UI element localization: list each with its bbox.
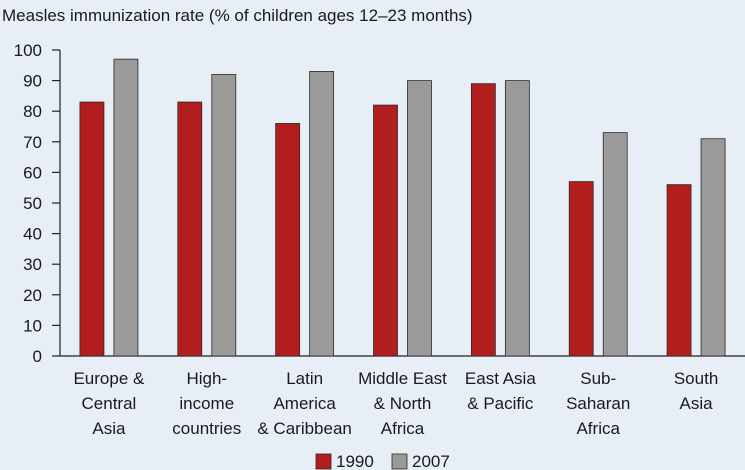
y-tick-label: 40	[23, 225, 42, 244]
legend: 1990 2007	[315, 452, 450, 470]
legend-swatch-2007	[391, 453, 408, 470]
y-tick-label: 30	[23, 255, 42, 274]
y-tick-label: 20	[23, 286, 42, 305]
bar-2007	[211, 74, 237, 357]
y-axis: 0 10 20 30 40 50 60 70 80 90 100	[14, 41, 745, 366]
category-label: Latin	[286, 369, 323, 388]
y-tick-label: 50	[23, 194, 42, 213]
category-label: South	[674, 369, 718, 388]
category-label: & North	[374, 394, 432, 413]
category-label: Africa	[381, 419, 425, 438]
bar-2007	[602, 132, 628, 357]
bar-1990	[568, 181, 594, 357]
bar-1990	[79, 101, 105, 357]
category-label: income	[179, 394, 234, 413]
category-label: countries	[172, 419, 241, 438]
category-label: Sub-	[580, 369, 616, 388]
category-label: Europe &	[73, 369, 145, 388]
bar-1990	[470, 83, 496, 357]
category-label: America	[273, 394, 336, 413]
y-tick-label: 90	[23, 72, 42, 91]
chart-title: Measles immunization rate (% of children…	[2, 6, 473, 25]
category-label: High-	[186, 369, 227, 388]
bar-1990	[666, 184, 692, 357]
category-label: Saharan	[566, 394, 630, 413]
bar-1990	[177, 101, 203, 357]
legend-swatch-1990	[315, 453, 332, 470]
bar-2007	[113, 58, 139, 357]
legend-label-1990: 1990	[336, 452, 374, 470]
category-label: Africa	[576, 419, 620, 438]
y-tick-label: 0	[33, 347, 42, 366]
category-label: & Caribbean	[257, 419, 352, 438]
bar-1990	[373, 104, 398, 357]
category-label: & Pacific	[467, 394, 534, 413]
bar-2007	[407, 80, 432, 357]
y-tick-label: 80	[23, 102, 42, 121]
category-label: Asia	[92, 419, 126, 438]
y-tick-label: 70	[23, 133, 42, 152]
y-tick-label: 60	[23, 163, 42, 182]
category-label: Central	[82, 394, 137, 413]
legend-label-2007: 2007	[412, 452, 450, 470]
x-axis-labels: Europe & Central Asia High-income countries L…	[73, 369, 718, 438]
bar-2007	[504, 80, 530, 357]
category-label: East Asia	[465, 369, 536, 388]
bar-2007	[700, 138, 726, 357]
category-label: Middle East	[358, 369, 447, 388]
category-label: Asia	[680, 394, 714, 413]
bar-1990	[275, 123, 301, 357]
bar-2007	[309, 71, 335, 357]
bars	[79, 58, 726, 357]
y-tick-label: 10	[23, 316, 42, 335]
y-tick-label: 100	[14, 41, 42, 60]
